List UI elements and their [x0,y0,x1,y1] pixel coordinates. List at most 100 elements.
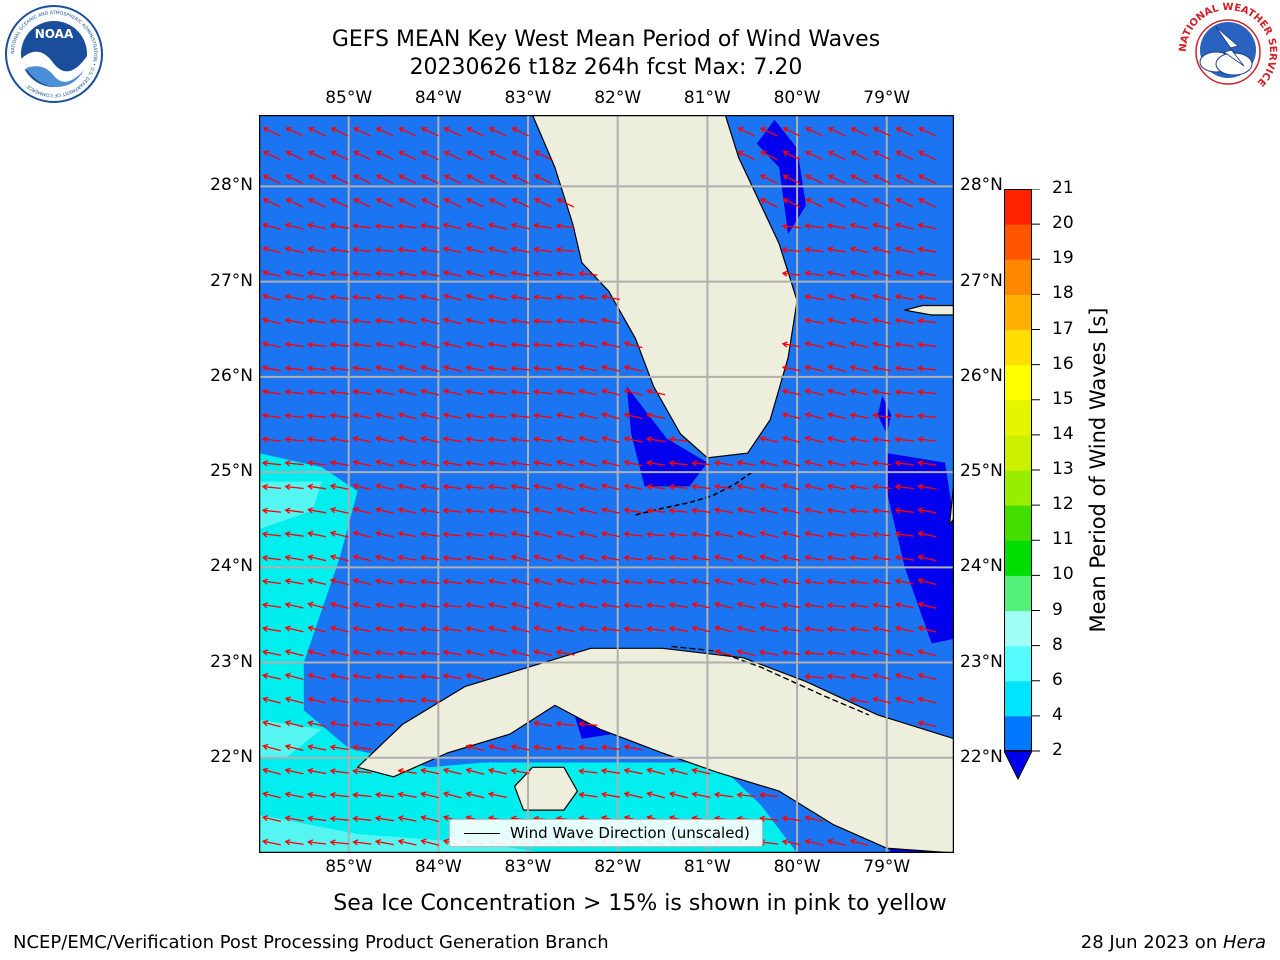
wave-direction-arrow [737,555,756,562]
wave-direction-arrow [488,319,508,324]
wave-direction-arrow [669,792,688,799]
wave-direction-arrow [579,390,598,396]
arrow-head [284,507,291,514]
arrow-head [261,317,269,324]
arrow-head [600,341,608,348]
arrow-head [578,317,585,324]
arrow-head [533,246,540,253]
cuban-cays [671,645,870,716]
arrow-head [623,578,630,585]
arrow-head [736,459,743,466]
wave-direction-arrow [896,127,914,137]
arrow-head [668,602,675,609]
wave-direction-arrow [624,604,643,608]
wave-direction-arrow [850,651,869,656]
wave-direction-arrow [375,603,395,609]
colorbar-under-extension [1004,750,1033,781]
wave-direction-arrow [421,295,440,301]
y-tick-left-label: 26°N [210,365,253,386]
wave-direction-arrow [782,651,801,656]
arrow-head [375,530,382,537]
arrow-head [329,554,337,561]
map-frame [259,115,954,853]
wave-direction-arrow [285,840,304,846]
wave-direction-arrow [534,390,553,395]
wave-direction-arrow [918,391,937,395]
wave-direction-arrow [556,367,575,371]
arrow-head [781,602,788,609]
wave-direction-arrow [308,271,327,277]
wave-direction-arrow [737,508,756,514]
arrow-head [623,744,630,751]
arrow-head [465,317,472,324]
wave-direction-arrow [918,721,937,728]
arrow-head [759,150,767,157]
wave-direction-arrow [353,319,372,324]
arrow-head [849,555,856,562]
wave-direction-arrow [534,461,553,467]
arrow-head [261,364,269,372]
arrow-head [261,483,268,491]
wave-direction-arrow [850,224,869,230]
arrow-head [488,743,495,751]
arrow-head [759,601,766,608]
wave-direction-arrow [918,579,937,586]
arrow-head [442,625,449,633]
arrow-head [555,412,562,419]
wave-direction-arrow [263,247,281,254]
wave-direction-arrow [918,414,937,418]
arrow-head [555,649,562,656]
arrow-head [442,269,450,276]
wave-direction-arrow [556,343,575,348]
arrow-head [306,365,314,372]
arrow-head [262,293,269,300]
arrow-head [330,174,337,181]
colorbar-tick-label: 14 [1052,423,1074,444]
arrow-head [465,269,472,276]
arrow-head [420,174,428,181]
wave-direction-arrow [647,485,666,490]
arrow-head [284,767,291,774]
x-tick-top-label: 82°W [594,88,642,108]
wave-direction-arrow [715,650,733,657]
arrow-head [352,697,359,704]
arrow-head [352,506,359,513]
arrow-head [442,222,449,229]
arrow-head [691,601,698,608]
wave-direction-arrow [466,247,485,254]
wave-direction-arrow [285,532,304,537]
arrow-head [375,506,382,513]
arrow-head [623,483,630,490]
wave-direction-arrow [805,413,824,420]
arrow-head [420,838,427,845]
wave-direction-arrow [285,697,304,704]
arrow-head [850,198,857,204]
wave-direction-arrow [466,485,485,490]
arrow-head [781,459,789,466]
wave-direction-arrow [737,650,756,657]
arrow-head [397,293,404,301]
wave-direction-arrow [602,604,620,608]
arrow-head [533,720,540,727]
wave-direction-arrow [714,485,734,490]
arrow-head [826,554,833,562]
arrow-head [307,578,314,585]
arrow-head [781,506,789,513]
arrow-head [894,365,901,372]
arrow-head [420,578,427,585]
arrow-head [442,767,450,774]
wave-direction-arrow [443,580,462,584]
colorbar-segment [1004,715,1032,752]
colorbar-segment [1004,399,1032,436]
arrow-head [713,554,721,561]
wave-direction-arrow [354,198,371,208]
wave-direction-arrow [556,722,575,727]
arrow-head [510,365,517,372]
arrow-head [420,126,428,133]
wave-direction-arrow [330,817,349,821]
arrow-head [397,838,404,845]
noaa-logo-text: NOAA [35,27,74,41]
wave-direction-arrow [398,651,417,655]
arrow-head [804,223,811,230]
wave-direction-arrow [398,769,417,774]
